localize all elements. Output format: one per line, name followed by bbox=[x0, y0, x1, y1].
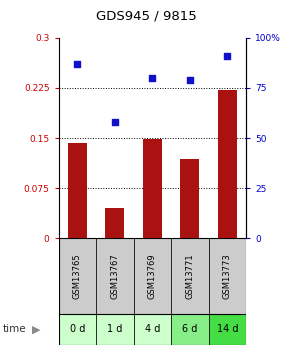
Text: GSM13771: GSM13771 bbox=[185, 253, 194, 299]
Text: 4 d: 4 d bbox=[145, 325, 160, 334]
Bar bbox=[105, 208, 124, 238]
Text: GSM13769: GSM13769 bbox=[148, 253, 157, 299]
Bar bbox=[68, 143, 87, 238]
Text: 6 d: 6 d bbox=[182, 325, 197, 334]
Bar bbox=[134, 238, 171, 314]
Bar bbox=[96, 314, 134, 345]
Text: time: time bbox=[3, 325, 27, 334]
Bar bbox=[218, 90, 237, 238]
Text: 0 d: 0 d bbox=[70, 325, 85, 334]
Bar bbox=[59, 238, 96, 314]
Point bbox=[225, 53, 230, 59]
Bar bbox=[96, 238, 134, 314]
Point bbox=[113, 119, 117, 125]
Text: ▶: ▶ bbox=[32, 325, 41, 334]
Bar bbox=[209, 314, 246, 345]
Point bbox=[150, 75, 155, 81]
Bar bbox=[209, 238, 246, 314]
Text: 1 d: 1 d bbox=[107, 325, 122, 334]
Text: GSM13773: GSM13773 bbox=[223, 253, 232, 299]
Bar bbox=[171, 238, 209, 314]
Point bbox=[188, 77, 192, 83]
Bar bbox=[143, 139, 162, 238]
Bar bbox=[59, 314, 96, 345]
Bar bbox=[171, 314, 209, 345]
Bar bbox=[134, 314, 171, 345]
Bar bbox=[180, 159, 199, 238]
Point bbox=[75, 61, 80, 67]
Text: GSM13767: GSM13767 bbox=[110, 253, 119, 299]
Text: GDS945 / 9815: GDS945 / 9815 bbox=[96, 9, 197, 22]
Text: 14 d: 14 d bbox=[217, 325, 238, 334]
Text: GSM13765: GSM13765 bbox=[73, 253, 82, 299]
